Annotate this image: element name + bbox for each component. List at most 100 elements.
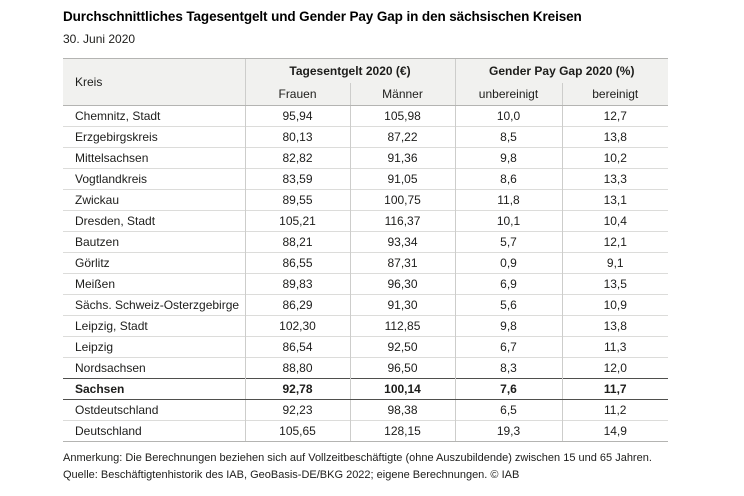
kreis-cell: Leipzig — [63, 336, 245, 358]
maenner-cell: 112,85 — [349, 315, 455, 337]
unbereinigt-cell: 9,8 — [454, 315, 562, 337]
unbereinigt-cell: 6,7 — [454, 336, 562, 358]
frauen-cell: 102,30 — [244, 315, 350, 337]
kreis-cell: Meißen — [63, 273, 245, 295]
maenner-cell: 105,98 — [349, 105, 455, 127]
frauen-cell: 80,13 — [244, 126, 350, 148]
unbereinigt-cell: 10,0 — [454, 105, 562, 127]
table-row: Görlitz 86,55 87,31 0,9 9,1 — [63, 252, 668, 274]
footnotes: Anmerkung: Die Berechnungen beziehen sic… — [63, 450, 683, 484]
kreis-cell: Bautzen — [63, 231, 245, 253]
maenner-cell: 91,36 — [349, 147, 455, 169]
bereinigt-cell: 10,4 — [561, 210, 668, 232]
table-row: Leipzig, Stadt 102,30 112,85 9,8 13,8 — [63, 315, 668, 337]
column-header-kreis: Kreis — [63, 58, 245, 106]
kreis-cell: Görlitz — [63, 252, 245, 274]
column-header-bereinigt: bereinigt — [561, 82, 668, 106]
unbereinigt-cell: 9,8 — [454, 147, 562, 169]
unbereinigt-cell: 6,9 — [454, 273, 562, 295]
kreis-cell: Vogtlandkreis — [63, 168, 245, 190]
maenner-cell: 100,14 — [349, 378, 455, 400]
unbereinigt-cell: 7,6 — [454, 378, 562, 400]
table-row: Ostdeutschland 92,23 98,38 6,5 11,2 — [63, 399, 668, 421]
bereinigt-cell: 11,7 — [561, 378, 668, 400]
maenner-cell: 100,75 — [349, 189, 455, 211]
maenner-cell: 91,05 — [349, 168, 455, 190]
maenner-cell: 93,34 — [349, 231, 455, 253]
bereinigt-cell: 9,1 — [561, 252, 668, 274]
bereinigt-cell: 11,3 — [561, 336, 668, 358]
kreis-cell: Zwickau — [63, 189, 245, 211]
frauen-cell: 95,94 — [244, 105, 350, 127]
table-row: Sachsen 92,78 100,14 7,6 11,7 — [63, 378, 668, 400]
bereinigt-cell: 13,8 — [561, 315, 668, 337]
frauen-cell: 89,55 — [244, 189, 350, 211]
maenner-cell: 96,30 — [349, 273, 455, 295]
maenner-cell: 98,38 — [349, 399, 455, 421]
column-group-gender-pay-gap: Gender Pay Gap 2020 (%) — [454, 58, 668, 83]
bereinigt-cell: 11,2 — [561, 399, 668, 421]
frauen-cell: 89,83 — [244, 273, 350, 295]
table-row: Sächs. Schweiz-Osterzgebirge 86,29 91,30… — [63, 294, 668, 316]
unbereinigt-cell: 8,5 — [454, 126, 562, 148]
page-title: Durchschnittliches Tagesentgelt und Gend… — [63, 9, 582, 24]
column-header-frauen: Frauen — [244, 82, 350, 106]
column-header-maenner: Männer — [349, 82, 455, 106]
kreis-cell: Dresden, Stadt — [63, 210, 245, 232]
frauen-cell: 92,78 — [244, 378, 350, 400]
frauen-cell: 86,55 — [244, 252, 350, 274]
frauen-cell: 82,82 — [244, 147, 350, 169]
unbereinigt-cell: 8,6 — [454, 168, 562, 190]
maenner-cell: 92,50 — [349, 336, 455, 358]
bereinigt-cell: 12,1 — [561, 231, 668, 253]
frauen-cell: 83,59 — [244, 168, 350, 190]
unbereinigt-cell: 19,3 — [454, 420, 562, 442]
reference-date: 30. Juni 2020 — [63, 32, 136, 46]
bereinigt-cell: 13,1 — [561, 189, 668, 211]
table-row: Zwickau 89,55 100,75 11,8 13,1 — [63, 189, 668, 211]
bereinigt-cell: 10,2 — [561, 147, 668, 169]
column-header-unbereinigt: unbereinigt — [454, 82, 562, 106]
bereinigt-cell: 10,9 — [561, 294, 668, 316]
kreis-cell: Sachsen — [63, 378, 245, 400]
bereinigt-cell: 12,7 — [561, 105, 668, 127]
bereinigt-cell: 13,8 — [561, 126, 668, 148]
bereinigt-cell: 14,9 — [561, 420, 668, 442]
frauen-cell: 86,29 — [244, 294, 350, 316]
maenner-cell: 87,31 — [349, 252, 455, 274]
bereinigt-cell: 12,0 — [561, 357, 668, 379]
kreis-cell: Ostdeutschland — [63, 399, 245, 421]
note-anmerkung: Anmerkung: Die Berechnungen beziehen sic… — [63, 452, 652, 464]
unbereinigt-cell: 6,5 — [454, 399, 562, 421]
table-row: Dresden, Stadt 105,21 116,37 10,1 10,4 — [63, 210, 668, 232]
table-row: Nordsachsen 88,80 96,50 8,3 12,0 — [63, 357, 668, 379]
maenner-cell: 96,50 — [349, 357, 455, 379]
note-quelle: Quelle: Beschäftigtenhistorik des IAB, G… — [63, 469, 520, 481]
maenner-cell: 91,30 — [349, 294, 455, 316]
kreis-cell: Mittelsachsen — [63, 147, 245, 169]
column-group-tagesentgelt: Tagesentgelt 2020 (€) — [244, 58, 455, 83]
unbereinigt-cell: 11,8 — [454, 189, 562, 211]
frauen-cell: 105,21 — [244, 210, 350, 232]
pay-gap-table: Kreis Tagesentgelt 2020 (€) Gender Pay G… — [63, 58, 668, 442]
bereinigt-cell: 13,3 — [561, 168, 668, 190]
bereinigt-cell: 13,5 — [561, 273, 668, 295]
frauen-cell: 88,21 — [244, 231, 350, 253]
frauen-cell: 86,54 — [244, 336, 350, 358]
unbereinigt-cell: 10,1 — [454, 210, 562, 232]
table-row: Chemnitz, Stadt 95,94 105,98 10,0 12,7 — [63, 105, 668, 127]
frauen-cell: 105,65 — [244, 420, 350, 442]
table-row: Mittelsachsen 82,82 91,36 9,8 10,2 — [63, 147, 668, 169]
kreis-cell: Sächs. Schweiz-Osterzgebirge — [63, 294, 245, 316]
kreis-cell: Chemnitz, Stadt — [63, 105, 245, 127]
frauen-cell: 88,80 — [244, 357, 350, 379]
kreis-cell: Erzgebirgskreis — [63, 126, 245, 148]
maenner-cell: 116,37 — [349, 210, 455, 232]
maenner-cell: 87,22 — [349, 126, 455, 148]
table-row: Leipzig 86,54 92,50 6,7 11,3 — [63, 336, 668, 358]
kreis-cell: Nordsachsen — [63, 357, 245, 379]
frauen-cell: 92,23 — [244, 399, 350, 421]
table-row: Vogtlandkreis 83,59 91,05 8,6 13,3 — [63, 168, 668, 190]
table-row: Erzgebirgskreis 80,13 87,22 8,5 13,8 — [63, 126, 668, 148]
